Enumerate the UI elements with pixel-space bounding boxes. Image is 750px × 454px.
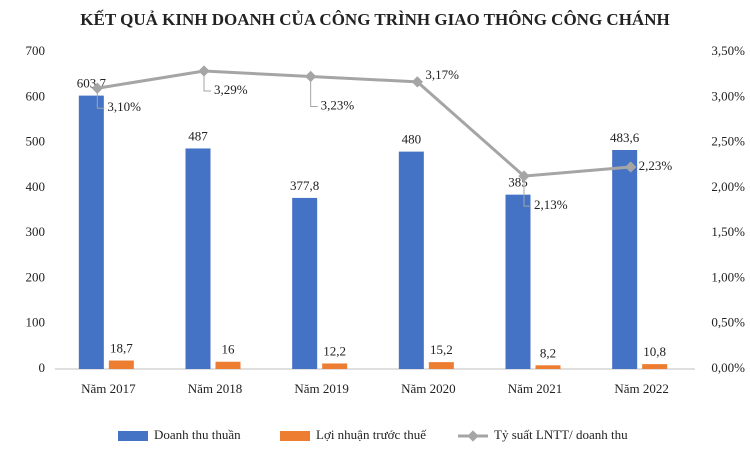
bar <box>428 362 454 369</box>
data-label: 2,23% <box>639 158 673 173</box>
line <box>97 69 631 178</box>
y2-tick-label: 0,00% <box>711 360 745 375</box>
bar <box>535 365 561 369</box>
x-tick-label: Năm 2020 <box>401 381 456 396</box>
leader-line <box>310 76 318 107</box>
data-label: 3,10% <box>107 99 141 114</box>
y2-tick-label: 0,50% <box>711 315 745 330</box>
y2-tick-label: 3,00% <box>711 88 745 103</box>
data-label: 8,2 <box>540 345 556 360</box>
x-tick-label: Năm 2018 <box>188 381 243 396</box>
legend-swatch <box>467 430 479 442</box>
legend-swatch <box>280 431 310 441</box>
bar <box>505 194 531 369</box>
data-label: 3,29% <box>214 82 248 97</box>
legend-label: Lợi nhuận trước thuế <box>316 427 427 442</box>
legend-swatch <box>118 431 148 441</box>
data-label: 15,2 <box>430 342 453 357</box>
data-label: 487 <box>188 128 208 143</box>
leader-line <box>96 88 105 109</box>
data-label: 3,17% <box>425 67 459 82</box>
y-tick-label: 600 <box>26 88 46 103</box>
bar <box>398 151 424 369</box>
y-tick-label: 500 <box>26 134 46 149</box>
line-marker <box>625 161 637 173</box>
leader-line <box>523 176 531 207</box>
bar <box>612 149 638 369</box>
y2-tick-label: 1,00% <box>711 269 745 284</box>
bar <box>215 361 241 369</box>
y2-tick-label: 2,00% <box>711 179 745 194</box>
y-tick-label: 400 <box>26 179 46 194</box>
x-tick-label: Năm 2019 <box>294 381 349 396</box>
x-tick-label: Năm 2022 <box>614 381 669 396</box>
data-label: 377,8 <box>290 178 319 193</box>
x-tick-label: Năm 2021 <box>508 381 563 396</box>
x-tick-label: Năm 2017 <box>81 381 136 396</box>
data-label: 12,2 <box>323 343 346 358</box>
data-label: 483,6 <box>610 130 640 145</box>
chart-title: KẾT QUẢ KINH DOANH CỦA CÔNG TRÌNH GIAO T… <box>80 10 669 29</box>
y-tick-label: 100 <box>26 315 46 330</box>
data-label: 2,13% <box>534 197 568 212</box>
data-label: 3,23% <box>321 97 355 112</box>
bar <box>185 148 211 369</box>
y2-tick-label: 2,50% <box>711 134 745 149</box>
data-label: 10,8 <box>643 344 666 359</box>
bar <box>642 364 668 369</box>
y2-tick-label: 1,50% <box>711 224 745 239</box>
y2-tick-label: 3,50% <box>711 43 745 58</box>
y-tick-label: 300 <box>26 224 46 239</box>
bar <box>78 95 104 370</box>
bar <box>322 363 348 369</box>
bar <box>108 360 134 369</box>
data-label: 18,7 <box>110 341 133 356</box>
y-tick-label: 0 <box>39 360 46 375</box>
legend-label: Tỷ suất LNTT/ doanh thu <box>494 427 628 442</box>
leader-line <box>203 71 211 92</box>
data-label: 16 <box>222 342 236 357</box>
legend-label: Doanh thu thuần <box>154 427 241 442</box>
bar <box>292 197 318 369</box>
data-label: 480 <box>402 132 422 147</box>
y-tick-label: 700 <box>26 43 46 58</box>
y-tick-label: 200 <box>26 269 46 284</box>
